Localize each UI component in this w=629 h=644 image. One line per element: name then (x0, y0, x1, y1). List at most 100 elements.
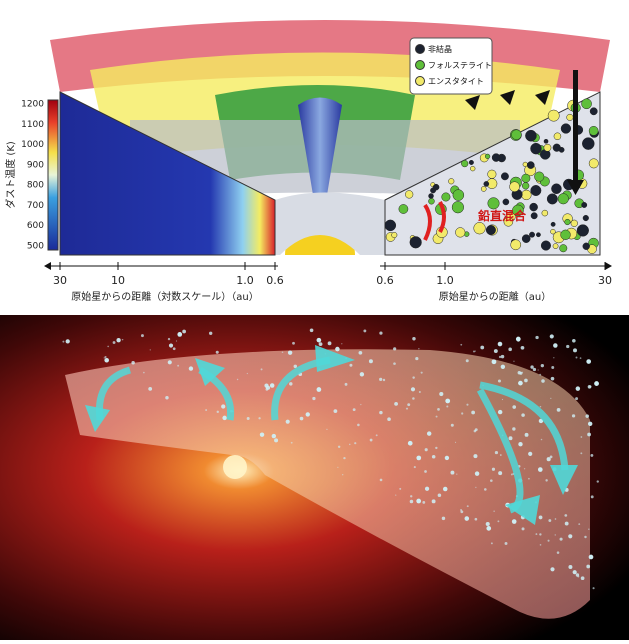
particle (547, 539, 550, 542)
colorbar-tick-label: 1000 (21, 140, 44, 150)
particle (341, 343, 343, 345)
particle (357, 423, 360, 427)
particle (568, 565, 573, 570)
particle (352, 408, 356, 412)
particle (418, 390, 421, 394)
colorbar-tick-label: 1200 (21, 100, 44, 110)
grain (428, 193, 434, 199)
particle (590, 495, 594, 499)
particle (539, 405, 542, 408)
particle (480, 345, 485, 350)
dust-grains (384, 98, 600, 254)
right-axis-tick-label: 30 (598, 274, 612, 287)
particle (587, 432, 591, 437)
grain (525, 129, 537, 142)
colorbar-tick-label: 500 (27, 242, 44, 252)
particle (540, 364, 544, 368)
particle (327, 341, 332, 346)
grain (566, 113, 574, 121)
particle (553, 343, 558, 348)
grain (547, 109, 560, 122)
grain (487, 197, 500, 210)
particle (466, 505, 469, 508)
particle (177, 364, 180, 367)
particle (549, 334, 554, 339)
particle (405, 407, 409, 410)
grain (522, 161, 528, 167)
particle (568, 534, 573, 539)
particle (246, 416, 250, 420)
particle (172, 347, 176, 351)
colorbar-tick-label: 600 (27, 221, 44, 231)
particle (498, 355, 502, 359)
particle (579, 357, 582, 360)
left-axis-label: 原始星からの距離（対数スケール）（au） (71, 290, 258, 303)
particle (290, 441, 293, 444)
particle (112, 341, 116, 344)
grain (588, 158, 599, 169)
particle (587, 421, 593, 427)
particle (538, 418, 544, 424)
particle (343, 456, 346, 460)
particle (299, 416, 304, 421)
particle (62, 340, 65, 343)
particle (460, 343, 463, 346)
particle (149, 349, 151, 351)
particle (578, 523, 581, 526)
particle (442, 486, 448, 492)
grain (509, 181, 520, 192)
particle (572, 339, 576, 343)
grain (398, 204, 409, 214)
particle (539, 533, 542, 536)
particle (456, 473, 458, 475)
particle (412, 376, 415, 379)
particle (420, 371, 423, 374)
particle (585, 414, 589, 418)
particle (437, 408, 440, 411)
grain (526, 161, 535, 169)
particle (575, 573, 580, 577)
mixing-arrow-down (567, 70, 584, 195)
colorbar-tick-label: 1100 (21, 120, 44, 130)
left-axis-tick-label: 1.0 (236, 274, 254, 287)
particle (412, 337, 416, 341)
particle (344, 382, 348, 386)
particle (592, 587, 595, 590)
particle (399, 487, 402, 490)
particle (590, 453, 594, 457)
particle (358, 350, 363, 355)
grain (521, 173, 531, 183)
grain (405, 190, 414, 199)
grain (461, 160, 469, 168)
particle (535, 533, 538, 535)
particle (515, 336, 521, 342)
particle (460, 508, 463, 511)
particle (454, 441, 457, 443)
particle (177, 332, 183, 337)
particle (424, 448, 428, 452)
particle (510, 473, 513, 476)
grain (455, 227, 466, 238)
particle (393, 347, 397, 351)
grain (557, 193, 569, 205)
legend-label: フォルステライト (428, 61, 492, 70)
legend-label: エンスタタイト (428, 77, 484, 86)
particle (508, 436, 513, 441)
particle (580, 452, 583, 455)
particle (464, 516, 470, 521)
left-axis-arrow (44, 262, 51, 270)
particle (535, 335, 539, 340)
particle (148, 386, 153, 391)
particle (485, 521, 490, 527)
particle (546, 457, 551, 462)
mixing-arrows-up (440, 90, 550, 135)
particle (274, 438, 279, 443)
grain (551, 183, 562, 194)
grain (473, 222, 486, 235)
particle (556, 551, 560, 554)
particle (167, 360, 172, 365)
particle (497, 341, 503, 347)
grain (546, 193, 558, 205)
